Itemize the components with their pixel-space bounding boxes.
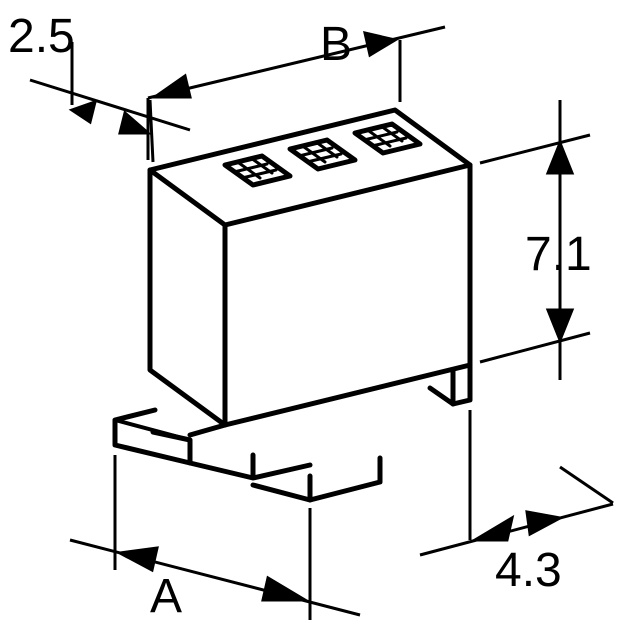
dim-top-left: 2.5: [8, 10, 75, 63]
dim-bottom-left: A: [150, 570, 182, 623]
dim-right: 7.1: [525, 228, 592, 281]
connector-drawing: 2.5 B 7.1 A 4.3: [0, 0, 640, 640]
dim-top-right: B: [320, 18, 352, 71]
dim-bottom-right: 4.3: [495, 544, 562, 597]
